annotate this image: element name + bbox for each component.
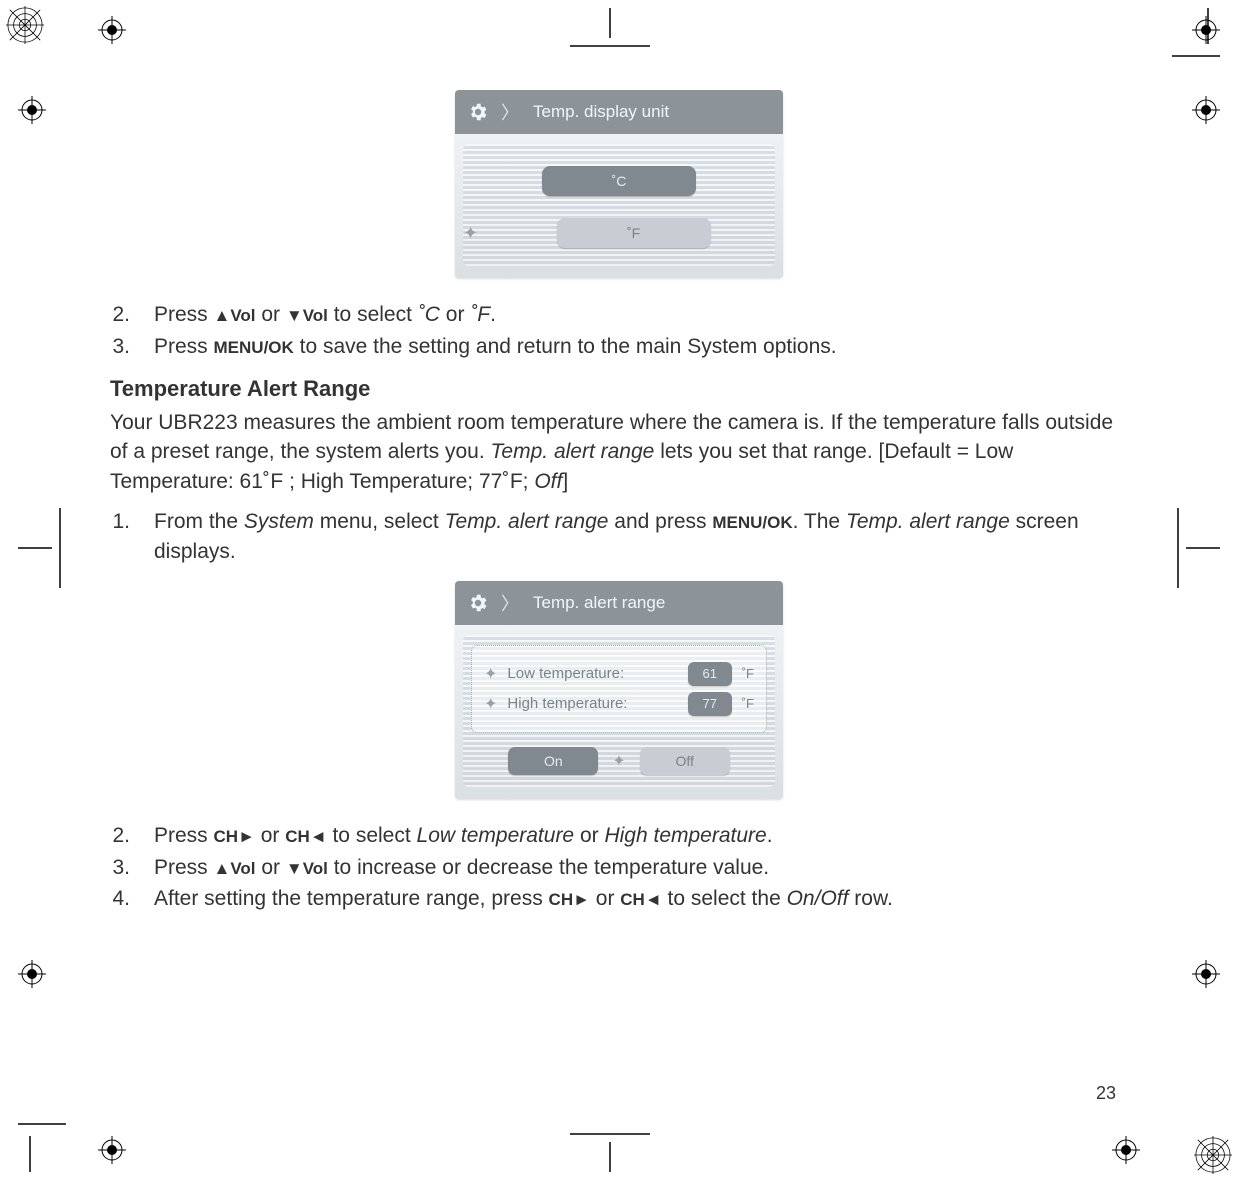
step-item: 1. From the System menu, select Temp. al…	[110, 507, 1128, 567]
chevron-right-icon: 〉	[501, 590, 519, 616]
step-item: 2. Press CH► or CH◄ to select Low temper…	[110, 821, 1128, 851]
crop-radial-icon	[1194, 1136, 1232, 1174]
crop-radial-icon	[6, 6, 44, 44]
registration-mark-icon	[1112, 1136, 1140, 1164]
crop-mark-icon	[18, 1112, 78, 1172]
page-number: 23	[1096, 1083, 1116, 1104]
registration-mark-icon	[1192, 96, 1220, 124]
screenshot-title: Temp. alert range	[533, 593, 665, 613]
alert-off-option: Off	[640, 747, 730, 775]
step-item: 4. After setting the temperature range, …	[110, 884, 1128, 914]
step-item: 3. Press MENU/OK to save the setting and…	[110, 332, 1128, 362]
crop-mark-icon	[570, 1128, 650, 1172]
diamond-icon: ✦	[612, 751, 625, 771]
registration-mark-icon	[98, 1136, 126, 1164]
crop-mark-icon	[570, 8, 650, 52]
steps-list-a: 2. Press ▲Vol or ▼Vol to select ˚C or ˚F…	[110, 300, 1128, 362]
chevron-right-icon: 〉	[501, 99, 519, 125]
step-item: 3. Press ▲Vol or ▼Vol to increase or dec…	[110, 853, 1128, 883]
step-item: 2. Press ▲Vol or ▼Vol to select ˚C or ˚F…	[110, 300, 1128, 330]
crop-mark-icon	[18, 508, 68, 588]
diamond-icon: ✦	[484, 694, 497, 714]
gear-icon	[467, 592, 489, 614]
registration-mark-icon	[1192, 960, 1220, 988]
steps-list-c: 2. Press CH► or CH◄ to select Low temper…	[110, 821, 1128, 914]
temp-range-panel: ✦ Low temperature: 61 ˚F ✦ High temperat…	[471, 645, 767, 733]
crop-mark-icon	[1170, 508, 1220, 588]
diamond-icon: ✦	[463, 223, 478, 244]
steps-list-b: 1. From the System menu, select Temp. al…	[110, 507, 1128, 567]
option-celsius: ˚C	[542, 166, 696, 196]
registration-mark-icon	[18, 96, 46, 124]
registration-mark-icon	[18, 960, 46, 988]
registration-mark-icon	[98, 16, 126, 44]
option-fahrenheit: ˚F	[557, 218, 711, 248]
alert-on-option: On	[508, 747, 598, 775]
screenshot-titlebar: 〉 Temp. alert range	[455, 581, 783, 625]
section-title: Temperature Alert Range	[110, 376, 1128, 402]
screenshot-titlebar: 〉 Temp. display unit	[455, 90, 783, 134]
temp-alert-range-screenshot: 〉 Temp. alert range ✦ Low temperature: 6…	[455, 581, 783, 799]
high-temp-row: ✦ High temperature: 77 ˚F	[484, 692, 754, 716]
crop-mark-icon	[1160, 8, 1220, 68]
screenshot-title: Temp. display unit	[533, 102, 669, 122]
gear-icon	[467, 101, 489, 123]
temp-display-unit-screenshot: 〉 Temp. display unit ˚C ✦ ˚F	[455, 90, 783, 278]
diamond-icon: ✦	[484, 664, 497, 684]
low-temp-row: ✦ Low temperature: 61 ˚F	[484, 662, 754, 686]
section-paragraph: Your UBR223 measures the ambient room te…	[110, 408, 1128, 497]
